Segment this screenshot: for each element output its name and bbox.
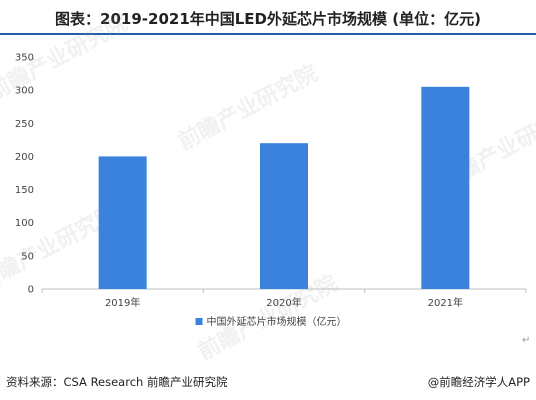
brand-label: @前瞻经济学人APP [427,375,530,389]
y-tick-label: 150 [15,185,34,196]
bar [421,86,470,289]
legend-label: 中国外延芯片市场规模（亿元） [207,315,347,328]
x-tick-label: 2019年 [105,296,140,309]
bar [98,156,147,289]
title-divider [0,33,536,35]
y-tick-label: 50 [21,251,34,262]
y-tick-label: 350 [15,53,34,64]
y-tick-label: 200 [15,152,34,163]
bar [260,143,308,289]
y-tick-label: 100 [15,218,34,229]
bar-chart: 0 50 100 150 200 250 300 350 2019年 2020年 2021年中国外延… [15,53,527,328]
source-note: 资料来源：CSA Research 前瞻产业研究院 [6,375,228,389]
y-tick-label: 0 [28,285,34,296]
legend-swatch [195,318,203,325]
x-tick-label: 2020年 [266,296,301,309]
paragraph-mark: ↵ [522,335,531,346]
y-tick-label: 300 [15,86,34,97]
y-tick-label: 250 [15,119,34,130]
chart-title: 图表：2019-2021年中国LED外延芯片市场规模 (单位：亿元) [55,10,481,28]
x-tick-label: 2021年 [428,296,463,309]
